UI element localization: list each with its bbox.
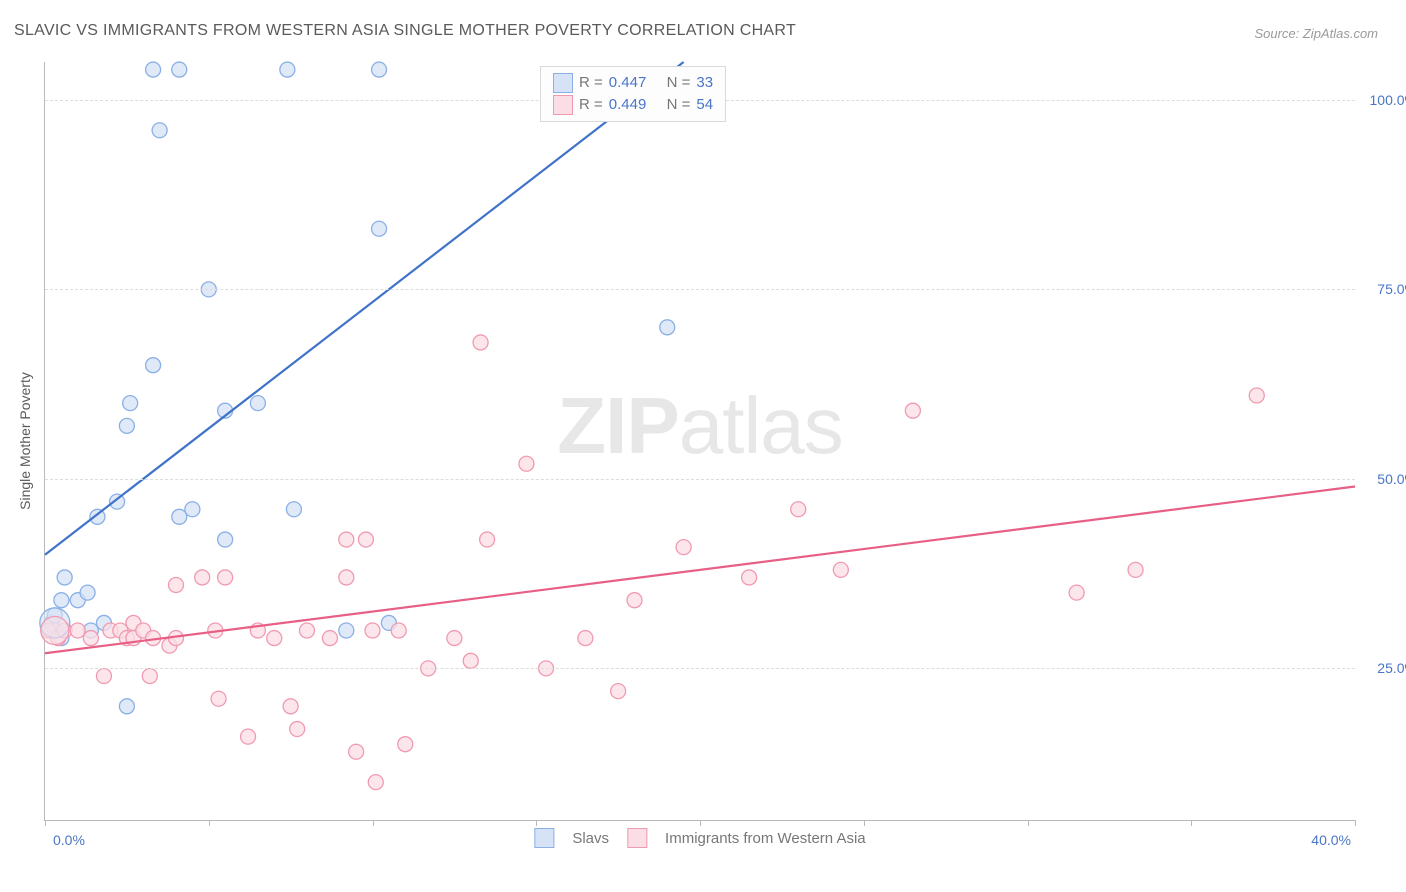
plot-area: Single Mother Poverty ZIPatlas 25.0%50.0…	[44, 62, 1355, 821]
legend-label: Slavs	[572, 830, 609, 847]
x-tick	[1355, 820, 1356, 826]
r-label: R =	[579, 72, 603, 94]
x-tick	[1191, 820, 1192, 826]
series-legend: Slavs Immigrants from Western Asia	[534, 828, 865, 848]
x-axis-min-label: 0.0%	[53, 832, 85, 848]
x-tick	[700, 820, 701, 826]
x-axis-max-label: 40.0%	[1311, 832, 1351, 848]
legend-swatch	[534, 828, 554, 848]
legend-label: Immigrants from Western Asia	[665, 830, 866, 847]
r-label: R =	[579, 94, 603, 116]
y-tick-label: 50.0%	[1377, 471, 1406, 487]
x-tick	[864, 820, 865, 826]
r-value: 0.449	[609, 94, 647, 116]
n-label: N =	[667, 94, 691, 116]
y-tick-label: 25.0%	[1377, 660, 1406, 676]
gridline	[45, 668, 1355, 669]
n-value: 54	[696, 94, 713, 116]
stats-legend: R = 0.447 N =33 R = 0.449 N =54	[540, 66, 726, 122]
gridline	[45, 289, 1355, 290]
x-tick	[1028, 820, 1029, 826]
legend-swatch	[553, 73, 573, 93]
x-tick	[373, 820, 374, 826]
chart-title: SLAVIC VS IMMIGRANTS FROM WESTERN ASIA S…	[14, 22, 796, 40]
x-tick	[209, 820, 210, 826]
gridline	[45, 479, 1355, 480]
stats-legend-row: R = 0.447 N =33	[553, 72, 713, 94]
r-value: 0.447	[609, 72, 647, 94]
x-tick	[45, 820, 46, 826]
chart-svg	[45, 62, 1355, 820]
y-axis-label: Single Mother Poverty	[17, 372, 33, 510]
n-label: N =	[667, 72, 691, 94]
n-value: 33	[696, 72, 713, 94]
y-tick-label: 75.0%	[1377, 281, 1406, 297]
y-tick-label: 100.0%	[1370, 92, 1406, 108]
x-tick	[536, 820, 537, 826]
legend-swatch	[553, 95, 573, 115]
legend-swatch	[627, 828, 647, 848]
stats-legend-row: R = 0.449 N =54	[553, 94, 713, 116]
source-label: Source: ZipAtlas.com	[1254, 26, 1378, 41]
